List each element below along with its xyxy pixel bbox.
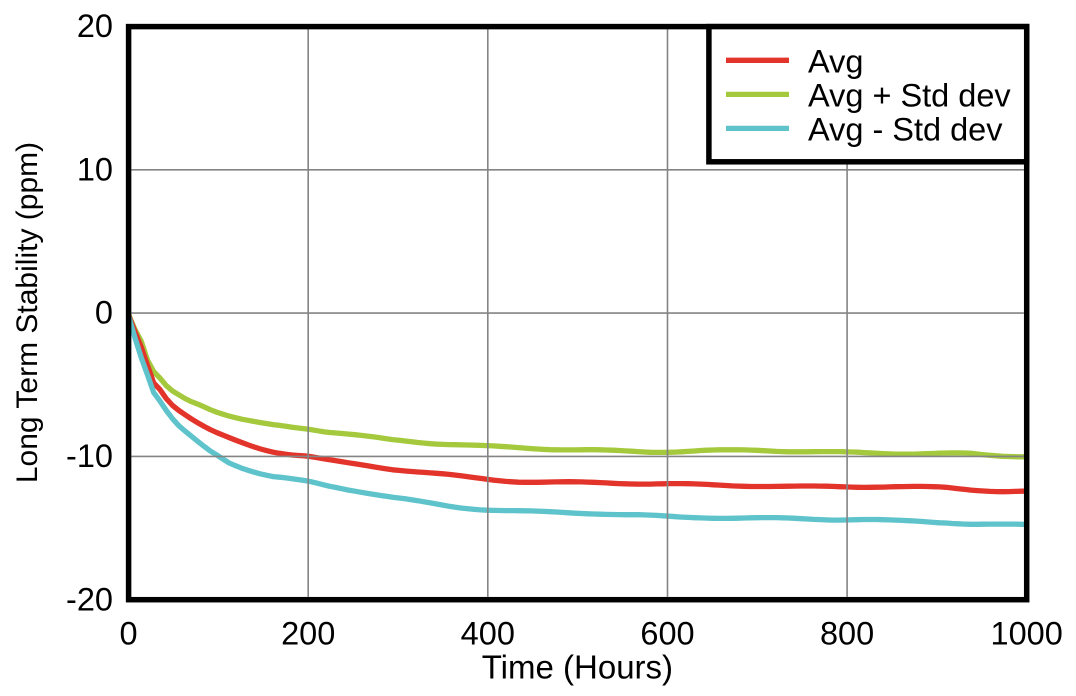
svg-text:0: 0 (120, 615, 138, 651)
svg-text:10: 10 (77, 151, 113, 187)
svg-text:Avg - Std dev: Avg - Std dev (808, 112, 1003, 148)
svg-text:0: 0 (95, 295, 113, 331)
svg-text:-20: -20 (66, 581, 113, 617)
svg-text:20: 20 (77, 8, 113, 44)
svg-text:Time (Hours): Time (Hours) (482, 649, 673, 686)
svg-text:Avg: Avg (808, 44, 863, 80)
svg-text:600: 600 (640, 615, 694, 651)
svg-text:200: 200 (281, 615, 335, 651)
svg-text:1000: 1000 (991, 615, 1063, 651)
svg-text:-10: -10 (66, 438, 113, 474)
svg-text:400: 400 (461, 615, 515, 651)
svg-text:800: 800 (820, 615, 874, 651)
svg-text:Avg + Std dev: Avg + Std dev (808, 78, 1011, 114)
svg-text:Long Term Stability (ppm): Long Term Stability (ppm) (11, 142, 44, 483)
